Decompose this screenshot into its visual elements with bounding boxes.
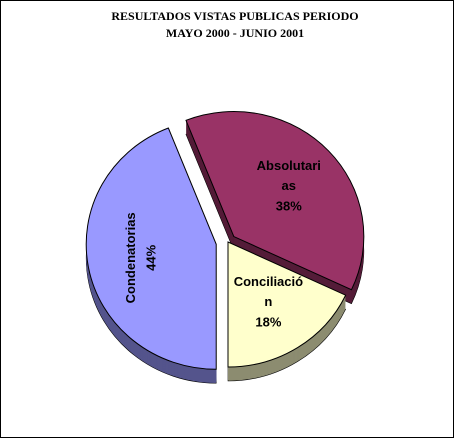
value-label: 44% — [144, 244, 159, 270]
category-label: Absolutari as — [257, 158, 321, 193]
slice — [185, 111, 365, 291]
chart-subtitle: MAYO 2000 - JUNIO 2001 — [166, 26, 304, 40]
chart-title: RESULTADOS VISTAS PUBLICAS PERIODO — [111, 9, 358, 23]
slice — [227, 241, 347, 368]
slice-label: Condenatorias 44% — [124, 212, 159, 303]
category-label: Conciliació n — [234, 275, 303, 310]
slice — [85, 127, 217, 370]
value-label: 18% — [255, 315, 281, 330]
slice-label: Absolutari as 38% — [257, 158, 321, 213]
category-label: Condenatorias — [124, 212, 139, 303]
value-label: 38% — [276, 198, 302, 213]
slice-label: Conciliació n 18% — [234, 275, 303, 330]
